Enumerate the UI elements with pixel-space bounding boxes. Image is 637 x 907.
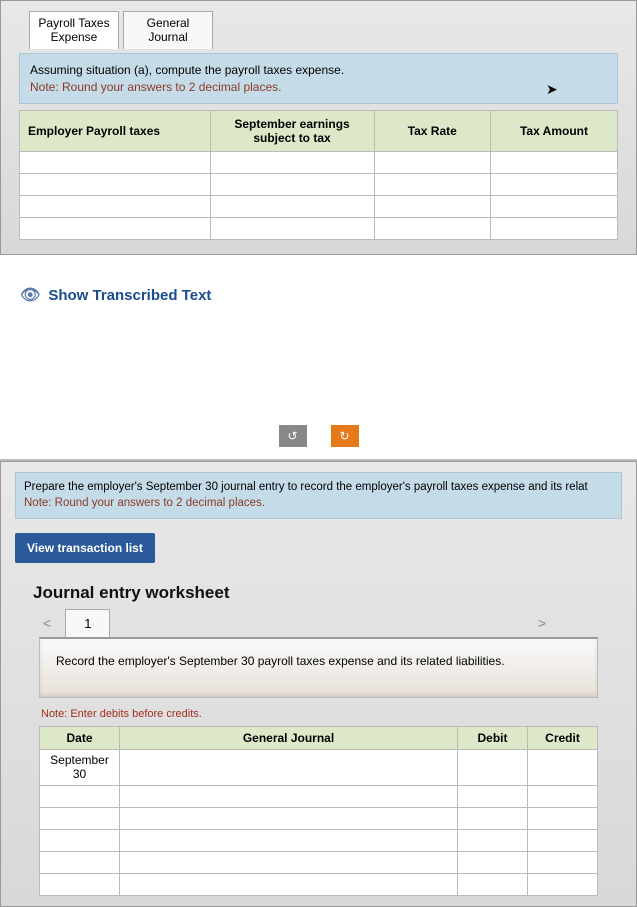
table-row [40,829,598,851]
instruction-box2: Prepare the employer's September 30 jour… [15,472,622,518]
cell[interactable] [490,174,617,196]
cell[interactable] [40,807,120,829]
cell[interactable] [20,218,211,240]
payroll-taxes-panel: Payroll Taxes Expense General Journal As… [0,0,637,255]
cell[interactable] [120,851,458,873]
je-tab-1[interactable]: 1 [65,609,110,637]
record-instruction-box: Record the employer's September 30 payro… [39,637,598,699]
cell[interactable] [210,218,374,240]
cell[interactable] [120,750,458,785]
cell[interactable] [458,807,528,829]
cell[interactable] [120,873,458,895]
nav-forward-button[interactable]: ↻ [331,425,359,447]
cell[interactable] [40,851,120,873]
table-row [40,807,598,829]
cell[interactable] [528,829,598,851]
undo-icon: ↺ [287,429,297,443]
cell[interactable] [490,152,617,174]
cell[interactable] [528,785,598,807]
instruction-sub: Note: Round your answers to 2 decimal pl… [30,79,607,96]
cell[interactable] [374,152,490,174]
journal-header: Journal entry worksheet [33,583,622,603]
journal-table: Date General Journal Debit Credit Septem… [39,726,598,895]
tab-line2: Journal [132,30,204,44]
cell[interactable] [458,785,528,807]
instruction-main: Prepare the employer's September 30 jour… [24,481,588,493]
table-row [40,873,598,895]
je-tab-label: 1 [84,616,91,631]
journal-entry-panel: Prepare the employer's September 30 jour… [0,461,637,906]
th-tax-amount: Tax Amount [490,111,617,152]
show-transcribed-link[interactable]: 👁 Show Transcribed Text [0,255,637,425]
cell[interactable] [120,829,458,851]
table-row [20,218,618,240]
table-row [20,196,618,218]
tab-general-journal[interactable]: General Journal [123,11,213,49]
table-row [20,174,618,196]
cell-date[interactable]: September 30 [40,750,120,785]
th-credit: Credit [528,727,598,750]
cell[interactable] [20,196,211,218]
th-debit: Debit [458,727,528,750]
payroll-taxes-table: Employer Payroll taxes September earning… [19,110,618,240]
th-sept-earnings: September earnings subject to tax [210,111,374,152]
instruction-main: Assuming situation (a), compute the payr… [30,62,607,79]
eye-icon: 👁 [20,285,40,305]
nav-back-button[interactable]: ↺ [279,425,307,447]
je-tabs-row: < 1 > [37,609,622,637]
tabs-row: Payroll Taxes Expense General Journal [29,11,618,49]
cell[interactable] [528,807,598,829]
je-next-button[interactable]: > [532,611,552,635]
cell[interactable] [40,829,120,851]
cell[interactable] [374,218,490,240]
cell[interactable] [458,873,528,895]
view-btn-label: View transaction list [27,541,143,555]
cell[interactable] [490,218,617,240]
table-row [20,152,618,174]
je-prev-button[interactable]: < [37,611,57,635]
tab-line1: Payroll Taxes [38,16,110,30]
cell[interactable] [374,174,490,196]
cell[interactable] [528,873,598,895]
cell[interactable] [528,750,598,785]
date-l1: September [46,754,113,767]
nav-buttons: ↺ ↻ [0,425,637,459]
cell[interactable] [374,196,490,218]
cell[interactable] [20,152,211,174]
table-row [40,785,598,807]
show-transcribed-label: Show Transcribed Text [48,287,211,304]
payroll-table-body [20,152,618,240]
redo-icon: ↻ [339,429,349,443]
th-general-journal: General Journal [120,727,458,750]
view-transaction-button[interactable]: View transaction list [15,533,155,563]
cell[interactable] [458,851,528,873]
table-row [40,851,598,873]
cell[interactable] [210,196,374,218]
tab-payroll-expense[interactable]: Payroll Taxes Expense [29,11,119,49]
record-text: Record the employer's September 30 payro… [56,654,505,668]
cell[interactable] [40,785,120,807]
cell[interactable] [120,785,458,807]
tab-line2: Expense [38,30,110,44]
instruction-sub: Note: Round your answers to 2 decimal pl… [24,497,265,509]
date-l2: 30 [46,768,113,781]
cell[interactable] [210,174,374,196]
section2-wrap: Prepare the employer's September 30 jour… [0,459,637,906]
instruction-box: Assuming situation (a), compute the payr… [19,53,618,105]
cell[interactable] [490,196,617,218]
cell[interactable] [458,829,528,851]
cell[interactable] [40,873,120,895]
cell[interactable] [20,174,211,196]
cell[interactable] [210,152,374,174]
cell[interactable] [458,750,528,785]
table-row: September 30 [40,750,598,785]
note-debits-before-credits: Note: Enter debits before credits. [41,708,622,720]
cell[interactable] [120,807,458,829]
th-tax-rate: Tax Rate [374,111,490,152]
cell[interactable] [528,851,598,873]
tab-line1: General [132,16,204,30]
th-employer-payroll: Employer Payroll taxes [20,111,211,152]
th-date: Date [40,727,120,750]
